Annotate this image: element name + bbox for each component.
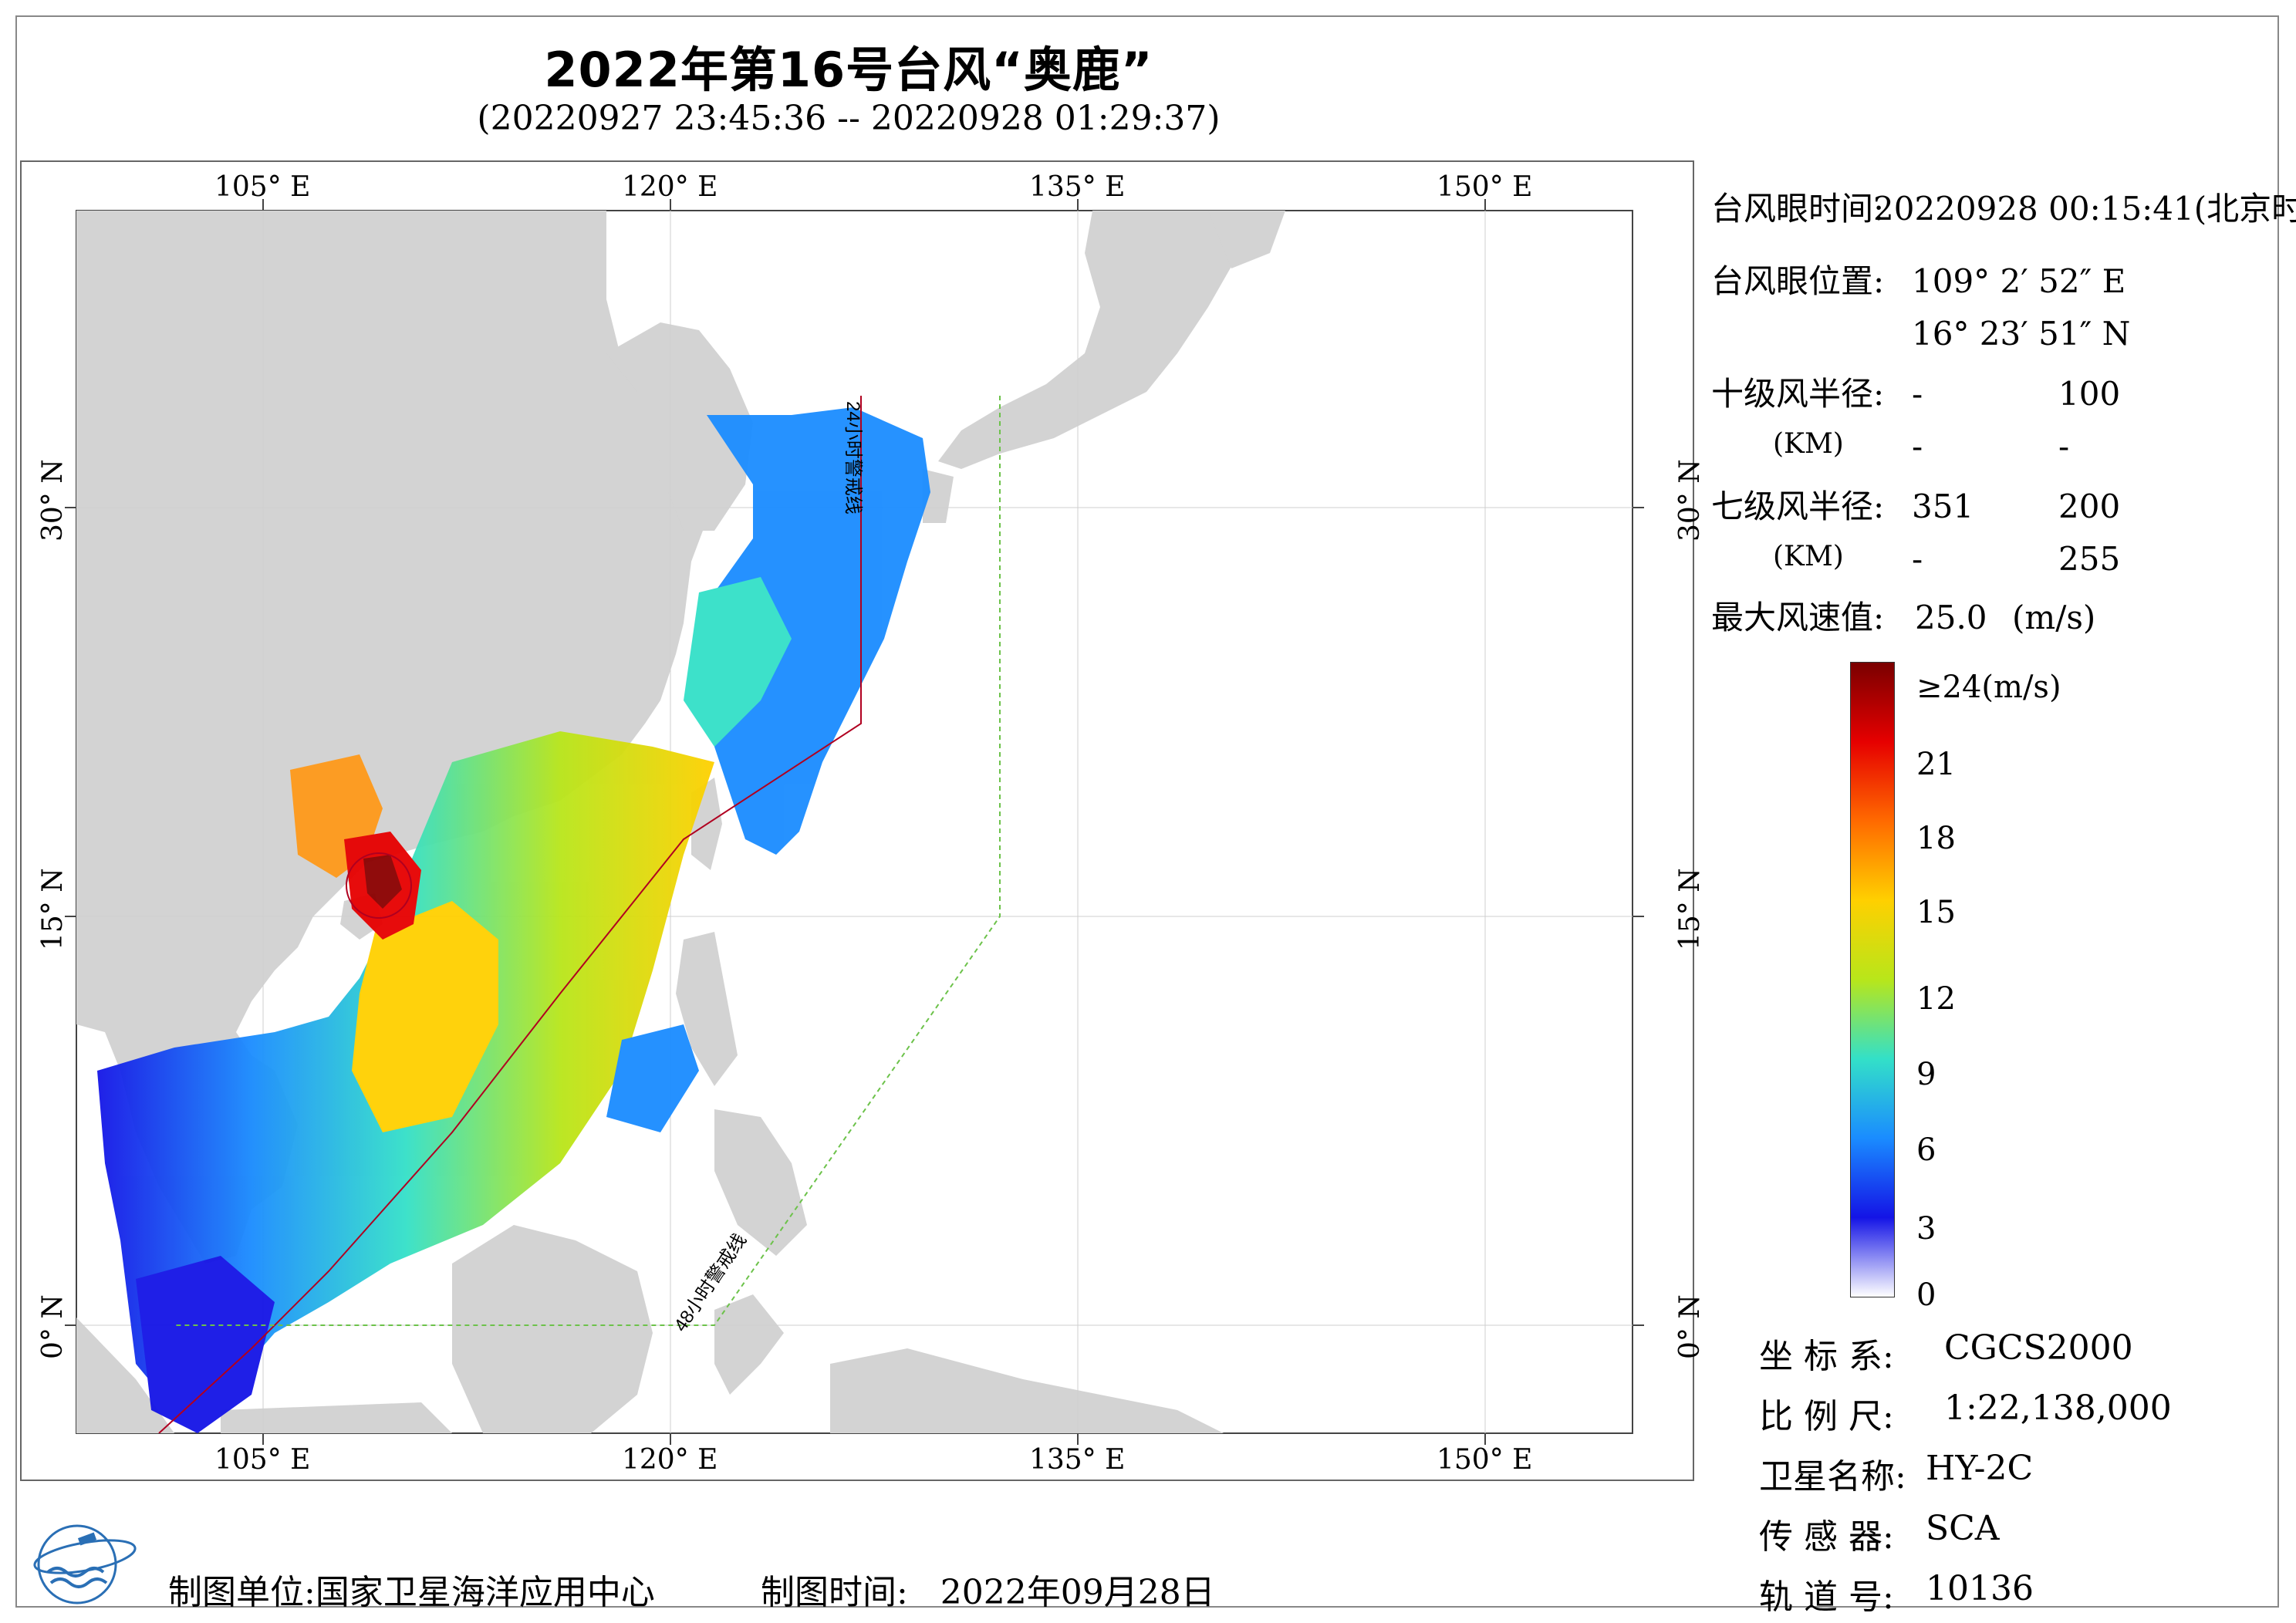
wind-field-map: 24小时警戒线 48小时警戒线 (65, 199, 1644, 1445)
japan-honshu (938, 211, 1239, 469)
legend-label-12: 12 (1916, 981, 1956, 1017)
eye-position-label: 台风眼位置: (1711, 262, 1885, 300)
footer-unit-label: 制图单位: (168, 1573, 316, 1612)
swath-core-dark (363, 855, 402, 909)
swath-north (707, 407, 930, 855)
lon-tick-bottom-120: 120° E (622, 1444, 718, 1476)
map-title: 2022年第16号台风“奥鹿” (544, 42, 1153, 98)
footer-time: 制图时间: 2022年09月28日 (761, 1564, 1215, 1614)
sensor-label: 传 感 器: (1759, 1517, 1894, 1557)
legend-label-3: 3 (1916, 1211, 1936, 1247)
lat-tick-right-0: 0° N (1674, 1294, 1706, 1359)
warning-line-24h (158, 396, 862, 1433)
new-guinea (830, 1348, 1224, 1433)
figure-border (15, 15, 2279, 1608)
philippines-south (714, 1109, 807, 1256)
land (76, 211, 1285, 1433)
lon-tick-top-135: 135° E (1029, 171, 1126, 203)
map-subtitle: (20220927 23:45:36 -- 20220928 01:29:37) (477, 99, 1221, 138)
sensor-value: SCA (1926, 1509, 2000, 1548)
wind-speed-colorbar (1850, 662, 1895, 1297)
lat-tick-left-15: 15° N (37, 868, 69, 950)
legend-label-0: 0 (1916, 1277, 1936, 1313)
orbit-value: 10136 (1926, 1569, 2034, 1608)
r10-row1-b: 100 (2058, 375, 2121, 413)
max-wind-value: 25.0 (1915, 599, 1987, 636)
swath-south-blue (136, 1256, 275, 1433)
lat-tick-left-30: 30° N (37, 459, 69, 542)
legend-label-18: 18 (1916, 821, 1956, 856)
wind-swath (97, 407, 930, 1433)
r10-unit: (KM) (1773, 428, 1844, 460)
tick-marks (65, 199, 1644, 1445)
r7-label: 七级风半径: (1711, 488, 1885, 525)
asia-mainland (76, 211, 738, 1264)
legend-label-6: 6 (1916, 1132, 1936, 1168)
crs-label: 坐 标 系: (1759, 1337, 1894, 1376)
japan-hokkaido (1208, 211, 1285, 268)
scale-value: 1:22,138,000 (1944, 1388, 2172, 1428)
sumatra (76, 1318, 174, 1433)
legend-label-24: ≥24(m/s) (1916, 670, 2061, 705)
r7-row1-b: 200 (2058, 488, 2121, 525)
eye-time-label: 台风眼时间: (1711, 190, 1885, 228)
eye-time-value: 20220928 00:15:41(北京时) (1873, 190, 2296, 228)
r7-row2-a: - (1912, 540, 1923, 578)
scale-label: 比 例 尺: (1759, 1397, 1894, 1436)
lon-tick-top-120: 120° E (622, 171, 718, 203)
eye-longitude: 109° 2′ 52″ E (1912, 262, 2126, 300)
lon-tick-top-150: 150° E (1437, 171, 1533, 203)
legend-label-9: 9 (1916, 1057, 1936, 1092)
lon-tick-bottom-150: 150° E (1437, 1444, 1533, 1476)
lon-tick-top-105: 105° E (214, 171, 311, 203)
lon-tick-bottom-105: 105° E (214, 1444, 311, 1476)
nsoas-logo-icon (33, 1524, 137, 1604)
r10-row1-a: - (1912, 375, 1923, 413)
lat-tick-left-0: 0° N (37, 1294, 69, 1359)
borneo (452, 1225, 653, 1433)
satellite-label: 卫星名称: (1759, 1457, 1906, 1496)
orbit-label: 轨 道 号: (1759, 1577, 1894, 1617)
footer-unit-value: 国家卫星海洋应用中心 (315, 1573, 655, 1612)
r10-label: 十级风半径: (1711, 375, 1885, 413)
lon-tick-bottom-135: 135° E (1029, 1444, 1126, 1476)
typhoon-eye-marker (346, 852, 412, 919)
satellite-value: HY-2C (1926, 1449, 2034, 1488)
footer-time-label: 制图时间: (761, 1573, 908, 1612)
footer-time-value: 2022年09月28日 (940, 1573, 1215, 1612)
swath-east-blue (606, 1024, 699, 1132)
footer-unit: 制图单位:国家卫星海洋应用中心 (168, 1564, 655, 1614)
legend-label-21: 21 (1916, 747, 1956, 782)
graticule (76, 211, 1633, 1433)
swath-north-green (684, 577, 792, 747)
r7-unit: (KM) (1773, 541, 1844, 572)
r7-row2-b: 255 (2058, 540, 2121, 578)
java-strip (221, 1402, 452, 1433)
crs-value: CGCS2000 (1944, 1328, 2133, 1368)
kyushu (923, 469, 954, 523)
eye-latitude: 16° 23′ 51″ N (1912, 315, 2131, 353)
r7-row1-a: 351 (1912, 488, 1974, 525)
lat-tick-right-15: 15° N (1674, 868, 1706, 950)
r10-row2-b: - (2058, 427, 2070, 465)
swath-yellow-core (352, 901, 498, 1132)
max-wind-label: 最大风速值: (1711, 599, 1885, 636)
max-wind-unit: (m/s) (2012, 599, 2096, 636)
r10-row2-a: - (1912, 427, 1923, 465)
legend-label-15: 15 (1916, 895, 1956, 930)
lat-tick-right-30: 30° N (1674, 459, 1706, 542)
korea-peninsula (606, 322, 753, 531)
warning-label-24h: 24小时警戒线 (842, 401, 863, 515)
sulawesi (714, 1294, 784, 1395)
